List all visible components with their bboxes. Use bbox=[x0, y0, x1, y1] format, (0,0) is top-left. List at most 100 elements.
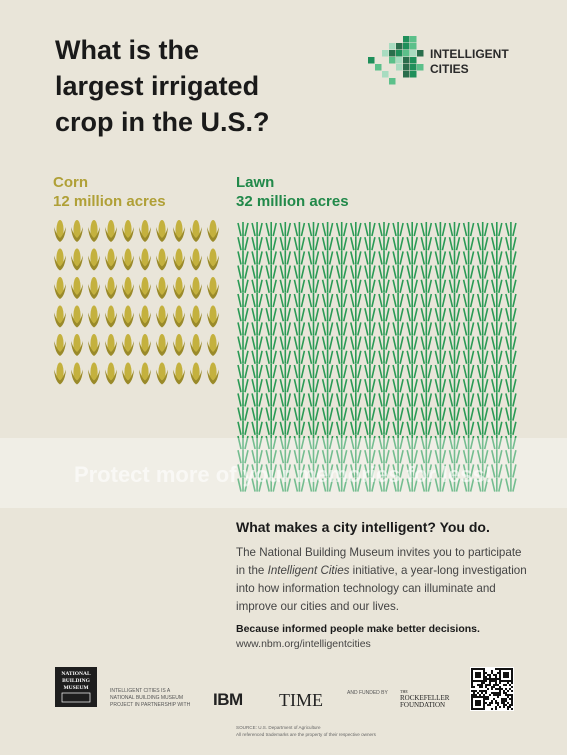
grass-icon bbox=[448, 321, 461, 336]
museum-building bbox=[61, 692, 91, 703]
logo-pixel bbox=[417, 50, 424, 57]
cob bbox=[56, 220, 64, 240]
grass-icon bbox=[476, 349, 489, 364]
qr-cell bbox=[481, 668, 483, 670]
qr-cell bbox=[475, 680, 477, 682]
qr-cell bbox=[507, 668, 509, 670]
qr-cell bbox=[479, 704, 481, 706]
qr-cell bbox=[481, 690, 483, 692]
time-logo: TIME bbox=[279, 690, 323, 710]
grass-icon bbox=[505, 222, 517, 237]
qr-cell bbox=[507, 708, 509, 710]
grass-icon bbox=[392, 392, 404, 407]
grass-icon bbox=[505, 293, 517, 308]
grass-icon bbox=[491, 463, 503, 478]
cob bbox=[124, 220, 132, 240]
qr-cell bbox=[511, 694, 513, 696]
watermark: Protect more of your memories for less! bbox=[74, 462, 492, 487]
qr-cell bbox=[511, 670, 513, 672]
grass-icon bbox=[364, 420, 376, 435]
corn-icon bbox=[122, 305, 134, 328]
grass-icon bbox=[420, 364, 433, 379]
grass-icon bbox=[237, 378, 249, 393]
grass-icon bbox=[505, 250, 517, 265]
grass-icon bbox=[350, 293, 362, 308]
tagline: Because informed people make better deci… bbox=[236, 623, 480, 635]
title-line: crop in the U.S.? bbox=[55, 107, 270, 137]
qr-cell bbox=[505, 694, 507, 696]
grass-icon bbox=[321, 435, 334, 450]
husk bbox=[54, 312, 66, 328]
corn-icon bbox=[71, 362, 83, 385]
qr-cell bbox=[479, 674, 481, 676]
husk bbox=[173, 284, 185, 299]
qr-cell bbox=[499, 680, 501, 682]
grass-icon bbox=[251, 392, 263, 407]
qr-cell bbox=[471, 670, 473, 672]
grass-icon bbox=[434, 293, 447, 308]
husk bbox=[190, 341, 202, 356]
qr-cell bbox=[475, 708, 477, 710]
grass-icon bbox=[505, 449, 517, 464]
grass-icon bbox=[406, 264, 418, 279]
museum-text: BUILDING bbox=[62, 678, 91, 684]
qr-cell bbox=[483, 670, 485, 672]
grass-icon bbox=[420, 321, 433, 336]
qr-cell bbox=[477, 680, 479, 682]
cob bbox=[73, 248, 81, 269]
qr-cell bbox=[483, 690, 485, 692]
grass-icon bbox=[237, 420, 249, 435]
qr-cell bbox=[475, 694, 477, 696]
qr-cell bbox=[489, 702, 491, 704]
grass-icon bbox=[420, 349, 433, 364]
cob bbox=[192, 248, 200, 269]
grass-icon bbox=[462, 349, 475, 364]
grass-icon bbox=[237, 293, 249, 308]
qr-cell bbox=[509, 684, 511, 686]
qr-cell bbox=[489, 680, 491, 682]
husk bbox=[88, 312, 100, 328]
corn-icon bbox=[190, 334, 202, 356]
qr-cell bbox=[489, 674, 491, 676]
grass-icon bbox=[251, 364, 263, 379]
qr-cell bbox=[471, 702, 473, 704]
grass-icon bbox=[265, 278, 277, 293]
corn-icon bbox=[156, 220, 168, 242]
grass-icon bbox=[392, 406, 404, 421]
husk bbox=[173, 312, 185, 328]
grass-icon bbox=[491, 435, 503, 450]
grass-icon bbox=[378, 236, 390, 251]
qr-cell bbox=[503, 702, 505, 704]
title-line: What is the bbox=[55, 35, 199, 65]
grass-icon bbox=[434, 378, 447, 393]
qr-cell bbox=[499, 706, 501, 708]
cob bbox=[107, 248, 115, 269]
qr-cell bbox=[485, 698, 487, 700]
qr-cell bbox=[503, 676, 505, 678]
qr-cell bbox=[503, 704, 505, 706]
qr-cell bbox=[493, 674, 495, 676]
grass-icon bbox=[350, 364, 362, 379]
grass-icon bbox=[491, 236, 503, 251]
grass-icon bbox=[462, 449, 475, 464]
corn-icon bbox=[173, 362, 185, 385]
grass-icon bbox=[406, 420, 418, 435]
qr-cell bbox=[489, 676, 491, 678]
corn-icon bbox=[207, 305, 219, 328]
grass-icon bbox=[420, 236, 433, 251]
qr-cell bbox=[481, 684, 483, 686]
grass-icon bbox=[434, 463, 447, 478]
grass-icon bbox=[378, 463, 390, 478]
rockefeller-text: ROCKEFELLER bbox=[400, 694, 450, 702]
grass-icon bbox=[307, 477, 320, 492]
cob bbox=[56, 305, 64, 326]
husk bbox=[190, 369, 202, 385]
husk bbox=[105, 369, 117, 385]
cob bbox=[209, 248, 217, 269]
qr-cell bbox=[505, 688, 507, 690]
corn-icon bbox=[122, 334, 134, 356]
grass-icon bbox=[321, 264, 334, 279]
grass-icon bbox=[293, 264, 306, 279]
qr-cell bbox=[509, 694, 511, 696]
qr-cell bbox=[495, 700, 497, 702]
